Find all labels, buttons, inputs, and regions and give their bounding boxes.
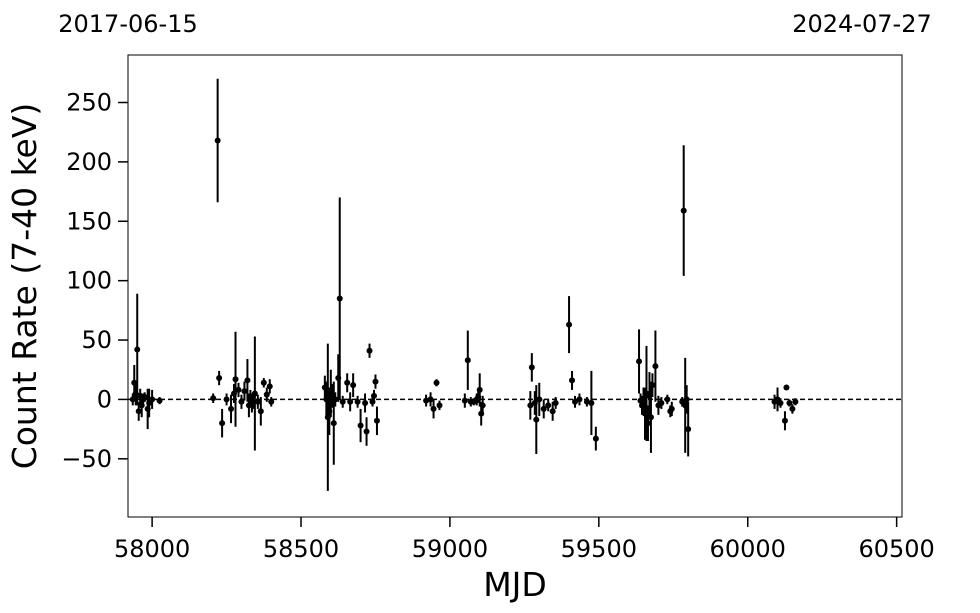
data-point — [536, 396, 543, 403]
top-tick-label: 2017-06-15 — [58, 10, 197, 38]
y-tick-label: 50 — [81, 326, 112, 354]
data-point — [592, 435, 599, 442]
x-tick-label: 59000 — [412, 535, 488, 563]
data-point — [664, 396, 671, 403]
data-point — [363, 428, 370, 435]
data-point — [241, 388, 248, 395]
data-point — [566, 321, 573, 328]
data-point — [149, 396, 156, 403]
y-tick-label: 0 — [97, 385, 112, 413]
y-tick-label: 150 — [66, 207, 112, 235]
data-point — [210, 395, 217, 402]
data-point — [238, 398, 245, 405]
data-point — [266, 383, 273, 390]
data-point — [357, 422, 364, 429]
data-point — [668, 405, 675, 412]
data-point — [362, 399, 369, 406]
data-point — [685, 426, 692, 433]
data-point — [436, 402, 443, 409]
data-point — [528, 364, 535, 371]
x-tick-label: 58000 — [114, 535, 190, 563]
data-point — [430, 405, 437, 412]
data-point — [257, 408, 264, 415]
x-tick-label: 60000 — [710, 535, 786, 563]
data-point — [433, 379, 440, 386]
y-tick-label: 200 — [66, 148, 112, 176]
data-point — [427, 396, 434, 403]
data-point — [344, 379, 351, 386]
data-point — [366, 347, 373, 354]
data-point — [372, 378, 379, 385]
data-point — [263, 391, 270, 398]
data-point — [540, 405, 547, 412]
data-point — [476, 386, 483, 393]
data-point — [254, 398, 261, 405]
data-point — [260, 379, 267, 386]
data-point — [339, 398, 346, 405]
data-point — [244, 377, 251, 384]
data-point — [354, 398, 361, 405]
data-point — [533, 416, 540, 423]
data-point — [789, 405, 796, 412]
plot-frame — [127, 54, 903, 518]
data-point — [680, 207, 687, 214]
data-point — [644, 420, 651, 427]
data-point — [156, 397, 163, 404]
data-point — [777, 399, 784, 406]
data-point — [552, 399, 559, 406]
data-point — [373, 417, 380, 424]
data-point — [330, 420, 337, 427]
data-point — [223, 396, 230, 403]
data-point — [336, 295, 343, 302]
data-point — [647, 414, 654, 421]
data-point — [527, 402, 534, 409]
data-point — [636, 358, 643, 365]
data-point — [332, 396, 339, 403]
data-point — [783, 384, 790, 391]
data-point — [588, 399, 595, 406]
data-point — [549, 408, 556, 415]
data-point — [464, 357, 471, 364]
data-point — [792, 398, 799, 405]
data-point — [232, 376, 239, 383]
y-tick-label: −50 — [61, 445, 112, 473]
data-point — [347, 398, 354, 405]
data-point — [781, 417, 788, 424]
x-tick-label: 59500 — [561, 535, 637, 563]
data-point — [786, 399, 793, 406]
data-point — [134, 346, 141, 353]
data-point — [141, 394, 148, 401]
data-point — [216, 375, 223, 382]
y-tick-label: 100 — [66, 267, 112, 295]
data-point — [370, 392, 377, 399]
data-point — [219, 420, 226, 427]
data-point — [235, 386, 242, 393]
top-tick-label: 2024-07-27 — [792, 10, 931, 38]
data-point — [228, 405, 235, 412]
x-tick-label: 58500 — [263, 535, 339, 563]
x-axis-label: MJD — [483, 565, 547, 604]
y-axis-label: Count Rate (7-40 keV) — [5, 103, 44, 470]
data-point — [214, 137, 221, 144]
data-point — [268, 398, 275, 405]
data-point — [683, 396, 690, 403]
data-point — [569, 377, 576, 384]
data-point — [658, 399, 665, 406]
x-tick-label: 60500 — [858, 535, 934, 563]
data-point — [576, 396, 583, 403]
data-point — [350, 382, 357, 389]
data-point — [135, 408, 142, 415]
data-point — [649, 382, 656, 389]
data-point — [251, 390, 258, 397]
data-point — [652, 363, 659, 370]
data-point — [572, 398, 579, 405]
data-point — [461, 397, 468, 404]
data-point — [545, 402, 552, 409]
y-tick-label: 250 — [66, 89, 112, 117]
data-point — [479, 402, 486, 409]
